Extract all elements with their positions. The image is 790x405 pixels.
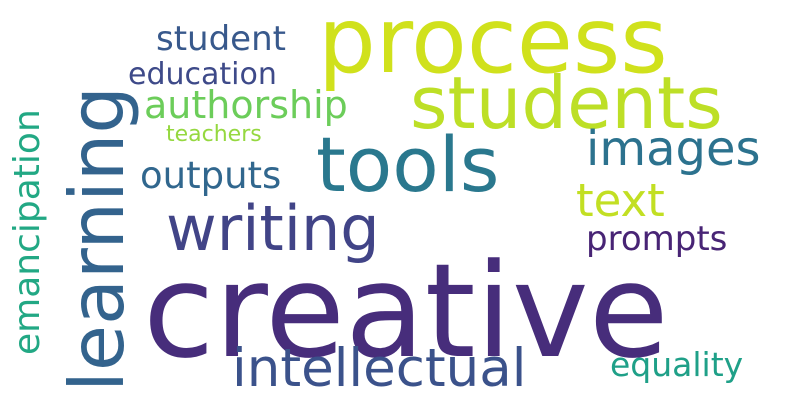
word-intellectual: intellectual xyxy=(232,338,527,399)
word-learning: learning xyxy=(53,86,141,392)
word-creative: creative xyxy=(143,235,669,387)
word-tools: tools xyxy=(316,120,500,209)
word-text: text xyxy=(576,174,665,227)
word-teachers: teachers xyxy=(166,122,262,147)
word-emancipation: emancipation xyxy=(7,109,48,355)
word-equality: equality xyxy=(610,345,744,384)
word-outputs: outputs xyxy=(140,154,282,197)
word-authorship: authorship xyxy=(144,83,348,127)
word-prompts: prompts xyxy=(586,219,728,259)
word-writing: writing xyxy=(166,192,380,265)
word-images: images xyxy=(586,121,761,177)
word-students: students xyxy=(410,61,723,145)
word-student: student xyxy=(156,19,286,59)
word-education: education xyxy=(128,57,277,92)
word-process: process xyxy=(318,0,668,94)
